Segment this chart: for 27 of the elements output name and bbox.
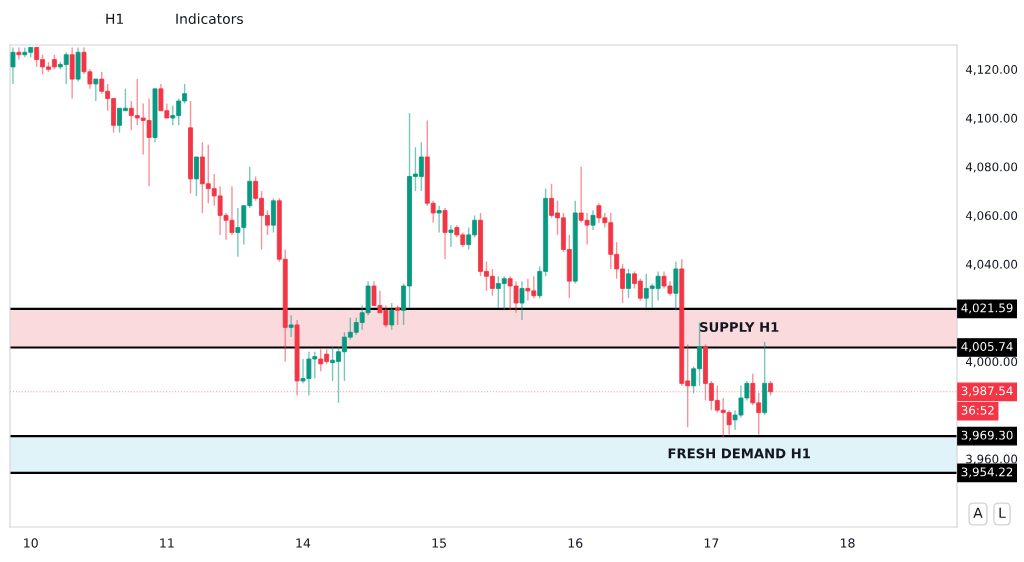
x-tick-label: 10 — [24, 538, 38, 548]
x-tick-label: 15 — [432, 538, 446, 548]
text: Indicators — [176, 13, 243, 25]
x-tick-label: 16 — [568, 538, 583, 548]
y-tick-label: 3,960.00 — [966, 454, 1018, 465]
y-tick-label: 4,100.00 — [965, 113, 1018, 124]
y-tick-label: 4,040.00 — [965, 259, 1018, 270]
text: A — [973, 507, 983, 518]
band-label: SUPPLY H1 — [700, 322, 779, 333]
ref-line-label: 3,954.22 — [961, 467, 1013, 478]
text: 36:52 — [961, 405, 994, 415]
x-tick-label: 14 — [296, 538, 311, 548]
ref-line-label: 4,021.59 — [961, 303, 1013, 314]
x-tick-label: 18 — [840, 538, 855, 548]
x-tick-label: 11 — [160, 538, 174, 548]
y-tick-label: 4,000.00 — [965, 357, 1018, 368]
y-tick-label: 4,080.00 — [965, 162, 1018, 173]
ref-line-label: 4,005.74 — [961, 341, 1013, 353]
text: L — [999, 507, 1006, 518]
band-label: FRESH DEMAND H1 — [668, 448, 811, 459]
y-tick-label: 4,060.00 — [965, 211, 1018, 222]
x-tick-label: 17 — [704, 538, 719, 548]
ref-line-label: 3,987.54 — [961, 386, 1013, 397]
y-tick-label: 4,120.00 — [965, 65, 1018, 76]
candlestick — [16, 46, 22, 61]
ref-line-label: 3,969.30 — [961, 430, 1013, 441]
text: H1 — [106, 13, 123, 24]
